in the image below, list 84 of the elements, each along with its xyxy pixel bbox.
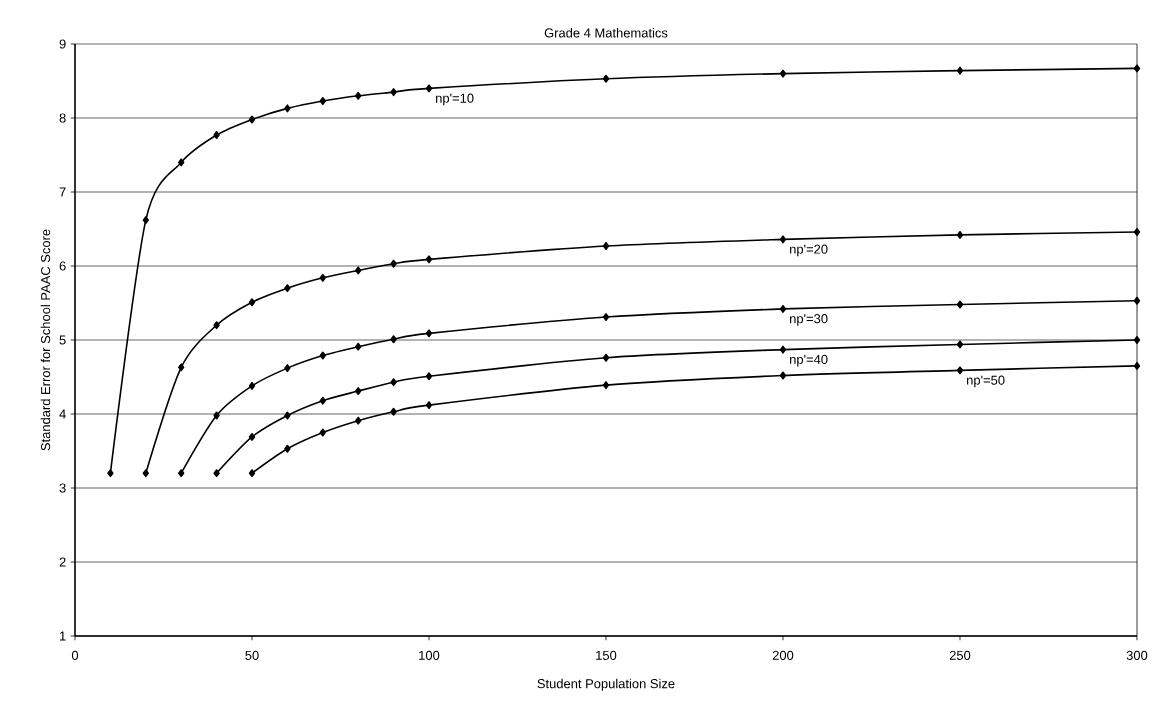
point — [602, 313, 610, 322]
chart-title: Grade 4 Mathematics — [544, 27, 668, 38]
point — [355, 342, 362, 351]
point — [319, 396, 326, 405]
point — [284, 364, 291, 373]
point — [390, 259, 397, 268]
point — [355, 387, 362, 396]
x-tick-label: 150 — [596, 650, 617, 660]
point — [390, 335, 397, 344]
point — [248, 381, 256, 390]
x-tick-label: 100 — [419, 650, 440, 660]
point — [213, 131, 220, 140]
point — [779, 304, 787, 313]
point — [142, 216, 149, 225]
point — [390, 407, 397, 416]
point — [602, 242, 610, 251]
y-tick-label: 4 — [59, 409, 66, 419]
point — [390, 378, 397, 387]
y-tick-label: 8 — [59, 113, 66, 123]
y-tick-label: 2 — [59, 557, 66, 567]
point — [779, 345, 787, 354]
x-tick-label: 200 — [772, 650, 794, 660]
x-tick-label: 50 — [245, 650, 259, 660]
point — [284, 411, 291, 420]
point — [602, 353, 610, 362]
point — [213, 469, 220, 478]
point — [390, 88, 397, 97]
point — [425, 372, 433, 381]
x-tick-label: 0 — [71, 650, 79, 660]
x-tick-label: 300 — [1126, 650, 1148, 660]
point — [178, 158, 185, 167]
point — [425, 329, 433, 338]
point — [779, 235, 787, 244]
point — [602, 74, 610, 83]
point — [284, 284, 291, 293]
point — [425, 401, 433, 410]
point — [1133, 296, 1141, 305]
y-axis-title: Standard Error for School PAAC Score — [40, 229, 51, 451]
series-label: np'=10 — [436, 93, 474, 106]
point — [248, 469, 256, 478]
point — [956, 66, 964, 75]
y-tick-label: 1 — [60, 631, 66, 641]
point — [956, 230, 964, 239]
point — [355, 416, 362, 425]
point — [319, 273, 326, 282]
point — [213, 411, 220, 420]
point — [284, 104, 291, 113]
point — [319, 428, 326, 437]
point — [319, 351, 326, 360]
x-axis-title: Student Population Size — [537, 678, 675, 691]
point — [355, 266, 362, 275]
y-tick-label: 6 — [59, 261, 66, 271]
point — [248, 432, 256, 441]
point — [602, 381, 610, 390]
point — [248, 298, 256, 307]
point — [1133, 227, 1141, 236]
series-label: np'=40 — [790, 354, 828, 367]
point — [956, 366, 964, 375]
point — [425, 84, 433, 93]
point — [248, 115, 256, 124]
point — [178, 363, 185, 372]
y-tick-label: 9 — [59, 39, 66, 49]
point — [284, 444, 291, 453]
point — [319, 96, 326, 105]
point — [213, 321, 220, 330]
series-label: np'=20 — [790, 244, 828, 257]
x-tick-label: 250 — [949, 650, 971, 660]
point — [956, 300, 964, 309]
point — [1133, 336, 1141, 344]
point — [355, 91, 362, 100]
y-tick-label: 5 — [59, 335, 66, 345]
point — [107, 469, 114, 478]
y-tick-label: 7 — [59, 187, 66, 197]
series-label: np'=30 — [790, 314, 828, 326]
series-label: np'=50 — [967, 375, 1005, 388]
point — [1133, 361, 1141, 370]
point — [956, 340, 964, 349]
point — [178, 469, 185, 478]
point — [779, 371, 787, 380]
point — [779, 69, 787, 78]
point — [425, 255, 433, 264]
point — [1133, 64, 1141, 73]
y-tick-label: 3 — [59, 483, 66, 493]
point — [142, 469, 149, 478]
